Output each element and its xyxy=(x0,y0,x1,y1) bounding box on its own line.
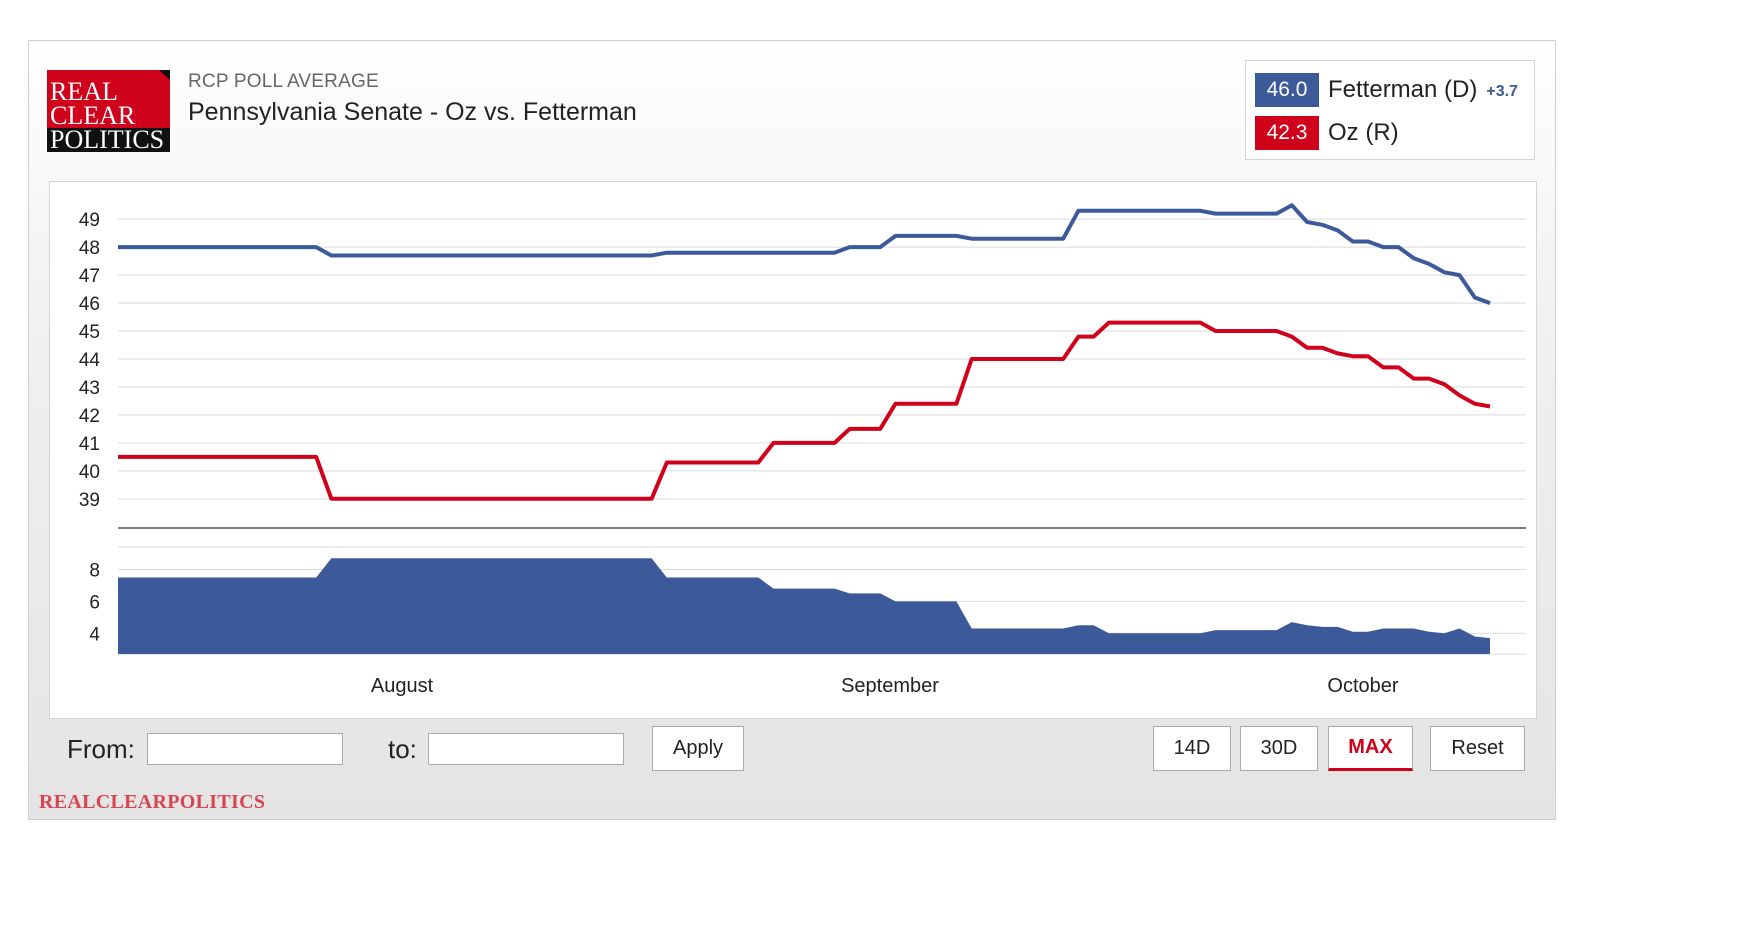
apply-button[interactable]: Apply xyxy=(652,726,744,771)
footer-logo: REALCLEARPOLITICS xyxy=(39,791,266,813)
x-tick-label: August xyxy=(371,675,434,697)
spread-tick-label: 4 xyxy=(89,624,100,645)
chart-area: 39 40 41 42 43 44 45 46 47 48 49 4 6 8 August September… xyxy=(49,181,1537,719)
spread-tick-label: 6 xyxy=(89,592,100,613)
date-controls: From: to: Apply 14D 30D MAX Reset xyxy=(49,718,1535,782)
from-label: From: xyxy=(67,734,135,764)
range-14d-button[interactable]: 14D xyxy=(1153,726,1231,771)
legend-value-oz: 42.3 xyxy=(1255,116,1319,150)
y-tick-label: 45 xyxy=(79,322,100,343)
spread-tick-label: 8 xyxy=(89,561,100,582)
to-date-input[interactable] xyxy=(428,733,624,765)
x-tick-label: September xyxy=(841,675,939,697)
from-date-input[interactable] xyxy=(147,733,343,765)
legend-name-oz: Oz (R) xyxy=(1328,119,1399,146)
legend-name-fetterman: Fetterman (D) xyxy=(1328,76,1478,103)
spread-area xyxy=(118,558,1490,654)
y-tick-label: 42 xyxy=(79,406,100,427)
legend: 46.0 Fetterman (D) +3.7 42.3 Oz (R) xyxy=(1245,60,1535,160)
series-line-oz xyxy=(118,320,1491,501)
poll-widget: REAL CLEAR POLITICS RCP POLL AVERAGE Pen… xyxy=(28,40,1556,820)
legend-item-fetterman: 46.0 Fetterman (D) +3.7 xyxy=(1255,73,1518,107)
svg-text:REAL: REAL xyxy=(50,77,118,106)
range-30d-button[interactable]: 30D xyxy=(1240,726,1318,771)
chart-subtitle: RCP POLL AVERAGE xyxy=(188,71,379,92)
x-tick-label: October xyxy=(1327,675,1398,697)
legend-value-fetterman: 46.0 xyxy=(1255,73,1319,107)
page-title: Pennsylvania Senate - Oz vs. Fetterman xyxy=(188,98,637,126)
y-tick-label: 40 xyxy=(79,462,100,483)
svg-text:POLITICS: POLITICS xyxy=(50,125,164,152)
y-tick-label: 46 xyxy=(79,294,100,315)
y-tick-label: 44 xyxy=(79,350,101,371)
to-label: to: xyxy=(388,734,417,764)
y-tick-label: 49 xyxy=(79,210,100,231)
rcp-logo: REAL CLEAR POLITICS xyxy=(47,70,170,152)
legend-spread: +3.7 xyxy=(1486,83,1518,100)
series-line-fetterman xyxy=(118,203,1491,305)
y-tick-label: 43 xyxy=(79,378,100,399)
svg-text:CLEAR: CLEAR xyxy=(50,101,136,130)
y-tick-label: 47 xyxy=(79,266,100,287)
range-max-button[interactable]: MAX xyxy=(1328,726,1413,771)
y-tick-label: 41 xyxy=(79,434,100,455)
y-tick-label: 48 xyxy=(79,238,100,259)
y-tick-label: 39 xyxy=(79,490,100,511)
reset-button[interactable]: Reset xyxy=(1430,726,1525,771)
legend-item-oz: 42.3 Oz (R) xyxy=(1255,116,1399,150)
